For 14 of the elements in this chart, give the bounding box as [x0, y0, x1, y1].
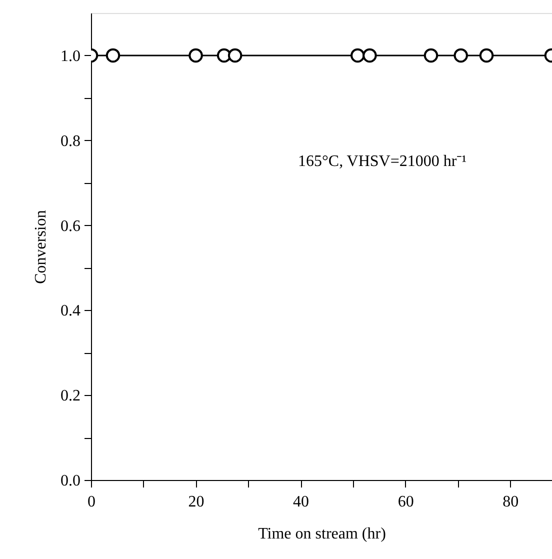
annotation: 165°C, VHSV=21000 hr⁻¹ — [298, 153, 467, 170]
y-tick-label: 0.8 — [60, 132, 80, 150]
y-tick-label: 0.0 — [60, 472, 80, 490]
y-tick-label: 0.4 — [60, 302, 80, 320]
y-tick-label: 0.2 — [60, 388, 80, 405]
x-tick-label: 20 — [188, 494, 204, 510]
x-axis-title: Time on stream (hr) — [258, 526, 386, 542]
y-tick-label: 1.0 — [60, 48, 80, 65]
x-tick-label: 80 — [502, 494, 519, 510]
x-tick-label: 40 — [293, 494, 310, 510]
y-tick-label: 0.6 — [60, 218, 80, 235]
x-tick-label: 60 — [398, 494, 414, 510]
x-tick-label: 0 — [88, 494, 96, 510]
y-axis-title: Conversion — [32, 210, 50, 284]
